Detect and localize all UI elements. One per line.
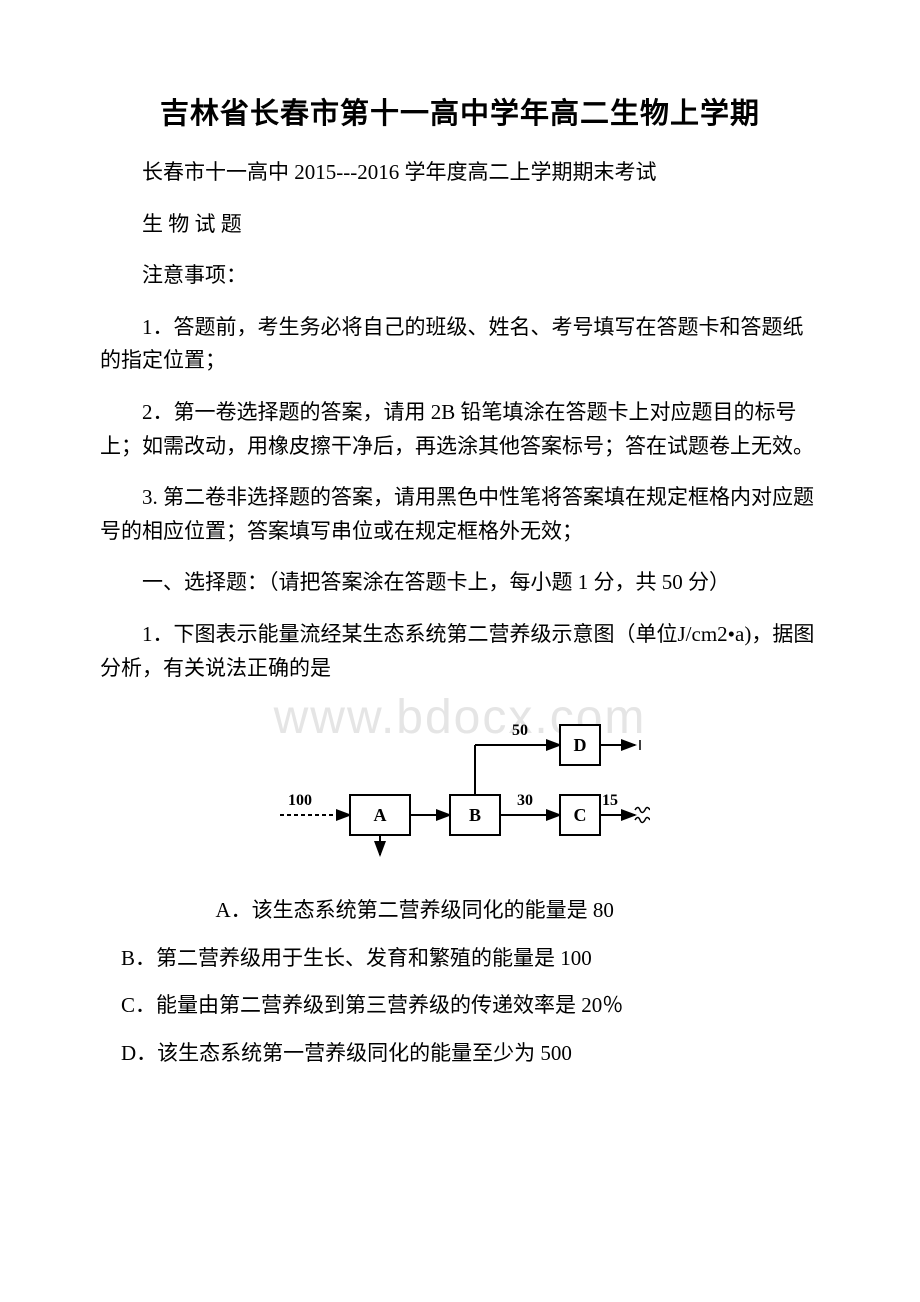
exam-header-subject: 生 物 试 题 xyxy=(100,208,820,242)
diagram-svg: 100 30 15 50 A B C D xyxy=(270,705,650,865)
svg-text:100: 100 xyxy=(288,792,312,809)
document-title: 吉林省长春市第十一高中学年高二生物上学期 xyxy=(100,90,820,132)
energy-flow-diagram: 100 30 15 50 A B C D xyxy=(100,705,820,870)
exam-header-school: 长春市十一高中 2015---2016 学年度高二上学期期末考试 xyxy=(100,156,820,190)
option-c: C．能量由第二营养级到第三营养级的传递效率是 20％ xyxy=(100,989,820,1023)
option-b: B．第二营养级用于生长、发育和繁殖的能量是 100 xyxy=(100,942,820,976)
svg-text:50: 50 xyxy=(512,722,528,739)
svg-text:D: D xyxy=(574,735,587,755)
svg-text:A: A xyxy=(374,805,387,825)
svg-text:30: 30 xyxy=(517,792,533,809)
svg-text:B: B xyxy=(469,805,481,825)
option-d: D．该生态系统第一营养级同化的能量至少为 500 xyxy=(100,1037,820,1071)
notice-label: 注意事项： xyxy=(100,259,820,293)
notice-item-2: 2．第一卷选择题的答案，请用 2B 铅笔填涂在答题卡上对应题目的标号上；如需改动… xyxy=(100,396,820,463)
svg-text:C: C xyxy=(574,805,587,825)
option-a: A．该生态系统第二营养级同化的能量是 80 xyxy=(100,894,820,928)
svg-text:15: 15 xyxy=(602,792,618,809)
section-header-1: 一、选择题：（请把答案涂在答题卡上，每小题 1 分，共 50 分） xyxy=(100,566,820,600)
notice-item-3: 3. 第二卷非选择题的答案，请用黑色中性笔将答案填在规定框格内对应题号的相应位置… xyxy=(100,481,820,548)
notice-item-1: 1．答题前，考生务必将自己的班级、姓名、考号填写在答题卡和答题纸的指定位置； xyxy=(100,311,820,378)
question-1-text: 1．下图表示能量流经某生态系统第二营养级示意图（单位J/cm2•a)，据图分析，… xyxy=(100,618,820,685)
